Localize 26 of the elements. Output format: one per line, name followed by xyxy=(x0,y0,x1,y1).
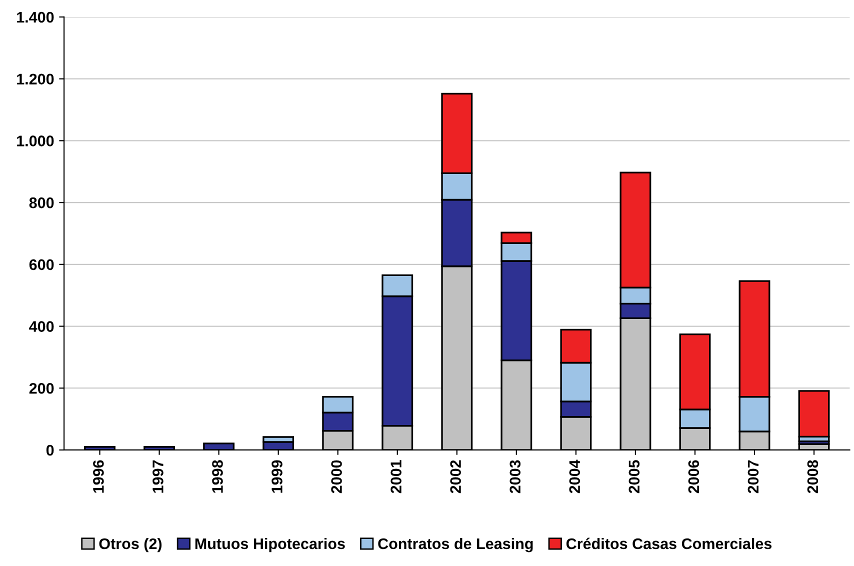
x-tick-label: 2008 xyxy=(807,460,818,494)
x-tick-label: 1997 xyxy=(152,460,164,493)
legend-label: Contratos de Leasing xyxy=(378,538,533,552)
x-tick-label: 2003 xyxy=(510,460,521,494)
y-tick-label: 800 xyxy=(29,197,54,208)
y-tick-label: 1.000 xyxy=(17,136,54,146)
y-tick-label: 0 xyxy=(46,444,54,456)
x-tick-label: 2006 xyxy=(688,460,700,494)
x-tick-label: 2007 xyxy=(748,460,759,494)
y-tick-label: 200 xyxy=(29,382,54,394)
x-tick-label: 2004 xyxy=(569,460,580,494)
y-tick-label: 400 xyxy=(29,321,54,332)
y-tick-label: 1.200 xyxy=(17,74,54,85)
y-tick-label: 600 xyxy=(29,259,54,270)
bar xyxy=(798,390,830,438)
legend-label: Mutuos Hipotecarios xyxy=(195,538,345,552)
x-tick-label: 2005 xyxy=(628,460,640,494)
x-tick-label: 2001 xyxy=(390,460,402,494)
x-tick-label: 2002 xyxy=(450,460,461,494)
y-tick-label: 1.400 xyxy=(17,12,54,23)
legend-label: Créditos Casas Comerciales xyxy=(566,538,772,550)
x-tick-label: 1998 xyxy=(212,460,223,493)
x-tick-label: 1996 xyxy=(93,460,104,493)
legend-label: Otros (2) xyxy=(99,538,162,552)
x-tick-label: 1999 xyxy=(272,460,282,493)
x-tick-label: 2000 xyxy=(331,460,342,494)
